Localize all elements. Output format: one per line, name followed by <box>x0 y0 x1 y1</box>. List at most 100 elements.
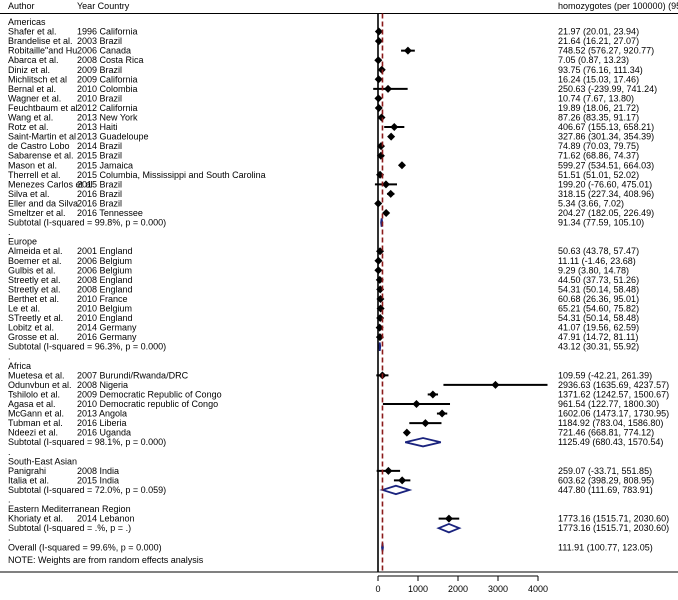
study-author: Menezes Carlos et al <box>8 179 93 189</box>
study-estimate-ci: 44.50 (37.73, 51.26) <box>558 275 639 285</box>
overall-estimate-ci: 111.91 (100.77, 123.05) <box>558 542 653 552</box>
group-spacer: . <box>8 533 11 543</box>
point-estimate-marker <box>384 466 393 475</box>
point-estimate-marker <box>428 390 437 399</box>
subtotal-diamond <box>405 437 442 448</box>
subtotal-label: Subtotal (I-squared = 72.0%, p = 0.059) <box>8 485 166 495</box>
study-author: Khoriaty et al. <box>8 514 63 524</box>
study-year-country: 2010 Brazil <box>77 93 122 103</box>
study-estimate-ci: 1371.62 (1242.57, 1500.67) <box>558 389 669 399</box>
overall-label: Overall (I-squared = 99.6%, p = 0.000) <box>8 542 162 552</box>
study-author: Smeltzer et al. <box>8 208 66 218</box>
study-year-country: 2010 Democratic republic of Congo <box>77 399 218 409</box>
study-year-country: 2007 Burundi/Rwanda/DRC <box>77 370 189 380</box>
study-year-country: 2008 Costa Rica <box>77 55 144 65</box>
study-author: STreetly et al. <box>8 313 63 323</box>
study-author: Brandelise et al. <box>8 36 73 46</box>
point-estimate-marker <box>398 476 407 485</box>
subtotal-estimate-ci: 1773.16 (1515.71, 2030.60) <box>558 523 669 533</box>
weights-note: NOTE: Weights are from random effects an… <box>8 555 204 565</box>
subtotal-label: Subtotal (I-squared = .%, p = .) <box>8 523 131 533</box>
study-estimate-ci: 87.26 (83.35, 91.17) <box>558 113 639 123</box>
study-year-country: 2001 England <box>77 246 133 256</box>
study-author: Muetesa et al. <box>8 370 65 380</box>
study-author: Abarca et al. <box>8 55 59 65</box>
study-year-country: 2013 New York <box>77 113 138 123</box>
study-year-country: 2008 England <box>77 284 133 294</box>
study-author: Therrell et al. <box>8 170 61 180</box>
group-heading: Americas <box>8 17 46 27</box>
study-author: Mason et al. <box>8 160 57 170</box>
group-heading: Europe <box>8 237 37 247</box>
subtotal-estimate-ci: 447.80 (111.69, 783.91) <box>558 485 653 495</box>
study-year-country: 2010 Colombia <box>77 84 138 94</box>
study-year-country: 2009 California <box>77 74 138 84</box>
point-estimate-marker <box>384 84 393 93</box>
column-header-estimate: homozygotes (per 100000) (95% CI) <box>558 1 678 11</box>
study-year-country: 2014 Germany <box>77 323 137 333</box>
column-header-author: Author <box>8 1 35 11</box>
subtotal-estimate-ci: 91.34 (77.59, 105.10) <box>558 218 644 228</box>
study-estimate-ci: 47.91 (14.72, 81.11) <box>558 332 638 342</box>
study-author: Berthet et al. <box>8 294 59 304</box>
subtotal-label: Subtotal (I-squared = 98.1%, p = 0.000) <box>8 437 166 447</box>
study-year-country: 2013 Guadeloupe <box>77 132 149 142</box>
study-year-country: 2016 Brazil <box>77 189 122 199</box>
study-estimate-ci: 41.07 (19.56, 62.59) <box>558 323 639 333</box>
study-author: Le et al. <box>8 304 40 314</box>
study-author: Boemer et al. <box>8 256 62 266</box>
study-author: Wang et al. <box>8 113 53 123</box>
study-estimate-ci: 16.24 (15.03, 17.46) <box>558 74 639 84</box>
study-author: Sabarense et al. <box>8 151 74 161</box>
point-estimate-marker <box>382 209 391 217</box>
study-year-country: 2012 California <box>77 103 138 113</box>
study-author: Feuchtbaum et al <box>8 103 78 113</box>
study-estimate-ci: 1773.16 (1515.71, 2030.60) <box>558 514 669 524</box>
study-year-country: 2016 Brazil <box>77 198 122 208</box>
subtotal-diamond <box>379 484 413 496</box>
study-year-country: 2003 Brazil <box>77 36 122 46</box>
study-estimate-ci: 9.29 (3.80, 14.78) <box>558 265 629 275</box>
study-year-country: 2008 England <box>77 275 133 285</box>
study-estimate-ci: 599.27 (534.51, 664.03) <box>558 160 654 170</box>
study-author: Streetly et al. <box>8 275 61 285</box>
study-author: Agasa et al. <box>8 399 56 409</box>
x-axis-tick-label: 4000 <box>528 584 548 594</box>
study-estimate-ci: 54.31 (50.14, 58.48) <box>558 284 639 294</box>
study-estimate-ci: 11.11 (-1.46, 23.68) <box>558 256 636 266</box>
study-author: de Castro Lobo <box>8 141 70 151</box>
point-estimate-marker <box>438 409 447 418</box>
study-estimate-ci: 204.27 (182.05, 226.49) <box>558 208 654 218</box>
study-estimate-ci: 721.46 (668.81, 774.12) <box>558 428 654 438</box>
study-year-country: 2006 Belgium <box>77 265 132 275</box>
study-year-country: 2016 Uganda <box>77 428 131 438</box>
study-year-country: 2016 Liberia <box>77 418 127 428</box>
point-estimate-marker <box>387 132 396 141</box>
point-estimate-marker <box>491 380 500 389</box>
study-estimate-ci: 109.59 (-42.21, 261.39) <box>558 370 652 380</box>
study-year-country: 2016 Tennessee <box>77 208 143 218</box>
study-estimate-ci: 54.31 (50.14, 58.48) <box>558 313 639 323</box>
study-year-country: 2009 Democratic Republic of Congo <box>77 389 222 399</box>
study-estimate-ci: 259.07 (-33.71, 551.85) <box>558 466 652 476</box>
study-estimate-ci: 7.05 (0.87, 13.23) <box>558 55 629 65</box>
subtotal-label: Subtotal (I-squared = 99.8%, p = 0.000) <box>8 218 166 228</box>
study-year-country: 2014 Brazil <box>77 141 122 151</box>
study-year-country: 2006 Belgium <box>77 256 132 266</box>
point-estimate-marker <box>377 113 386 122</box>
subtotal-estimate-ci: 1125.49 (680.43, 1570.54) <box>558 437 663 447</box>
group-spacer: . <box>8 447 11 457</box>
subtotal-diamond <box>436 522 462 534</box>
point-estimate-marker <box>421 419 430 428</box>
group-heading: South-East Asian <box>8 456 77 466</box>
study-year-country: 2006 Canada <box>77 46 131 56</box>
study-estimate-ci: 748.52 (576.27, 920.77) <box>558 46 654 56</box>
study-estimate-ci: 5.34 (3.66, 7.02) <box>558 198 624 208</box>
study-author: Rotz et al. <box>8 122 49 132</box>
study-author: Italia et al. <box>8 475 49 485</box>
point-estimate-marker <box>386 189 395 198</box>
study-estimate-ci: 19.89 (18.06, 21.72) <box>558 103 639 113</box>
study-estimate-ci: 327.86 (301.34, 354.39) <box>558 132 654 142</box>
study-year-country: 2010 Belgium <box>77 304 132 314</box>
study-year-country: 1996 California <box>77 27 138 37</box>
